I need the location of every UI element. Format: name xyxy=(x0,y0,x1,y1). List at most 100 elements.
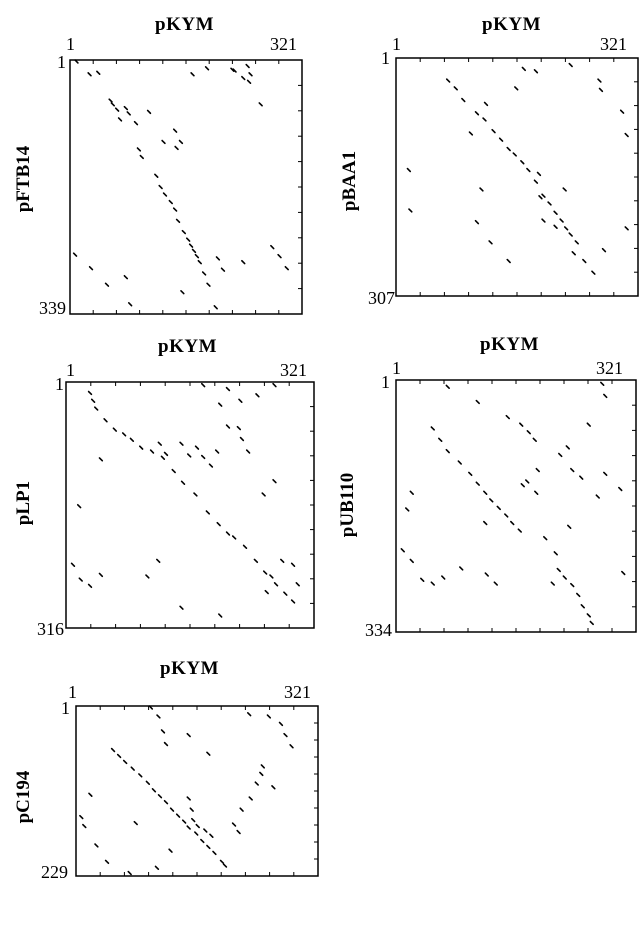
y-axis-end-label: 307 xyxy=(368,288,395,308)
dotplot-match-point xyxy=(283,732,288,738)
dotplot-match-point xyxy=(272,382,277,388)
dotplot-svg xyxy=(395,57,639,297)
dotplot-match-point xyxy=(208,463,214,468)
dotplot-match-point xyxy=(258,102,263,107)
dotplot-match-point xyxy=(277,253,282,259)
dotplot-match-point xyxy=(88,265,94,271)
dotplot-match-point xyxy=(175,218,181,224)
dotplot-match-point xyxy=(200,454,206,460)
y-axis-start-label: 1 xyxy=(381,48,390,68)
dotplot-match-point xyxy=(562,187,567,192)
dotplot-match-point xyxy=(190,72,195,77)
dotplot-match-point xyxy=(618,486,623,492)
dotplot-match-point xyxy=(212,850,217,856)
dotplot-match-point xyxy=(526,167,531,173)
dotplot-match-point xyxy=(72,252,78,257)
y-axis-start-label: 1 xyxy=(57,52,66,72)
x-axis-start-label: 1 xyxy=(392,34,401,54)
dotplot-match-point xyxy=(138,773,143,778)
dotplot-match-point xyxy=(168,848,173,853)
dotplot-match-point xyxy=(570,467,575,473)
dotplot-panel-pkym-vs-plp1: pKYM 1 321 1 316 pLP1 xyxy=(0,322,320,639)
dotplot-match-point xyxy=(255,393,260,398)
plot-title: pKYM xyxy=(480,334,539,355)
dotplot-match-point xyxy=(103,418,108,423)
dotplot-match-point xyxy=(90,398,96,403)
dotplot-match-point xyxy=(283,591,288,596)
dotplot-match-point xyxy=(496,505,501,511)
dotplot-match-point xyxy=(261,492,266,497)
dotplot-match-point xyxy=(151,788,157,793)
dotplot-match-point xyxy=(525,479,530,484)
plot-title: pKYM xyxy=(160,658,219,679)
dotplot-match-point xyxy=(475,399,480,405)
dotplot-match-point xyxy=(74,59,79,64)
dotplot-match-point xyxy=(420,577,425,582)
dotplot-match-point xyxy=(180,480,186,485)
dotplot-match-point xyxy=(597,78,602,83)
dotplot-match-point xyxy=(541,218,546,223)
dotplot-match-point xyxy=(474,219,480,225)
dotplot-match-point xyxy=(163,799,169,805)
dotplot-match-point xyxy=(521,66,527,72)
dotplot-match-point xyxy=(114,107,120,112)
dotplot-panel-pkym-vs-pub110: pKYM 1 321 1 334 pUB110 xyxy=(320,322,640,640)
plot-title: pKYM xyxy=(158,336,217,357)
dotplot-match-point xyxy=(400,548,405,553)
dotplot-match-point xyxy=(559,218,564,223)
dotplot-match-point xyxy=(571,251,576,256)
dotplot-match-point xyxy=(189,807,194,812)
dotplot-match-point xyxy=(174,145,179,151)
dotplot-match-point xyxy=(232,68,237,73)
x-axis-start-label: 1 xyxy=(66,360,75,380)
plot-title: pKYM xyxy=(155,14,214,35)
dotplot-match-point xyxy=(445,448,450,454)
dotplot-match-point xyxy=(185,237,191,242)
dotplot-match-point xyxy=(535,467,540,473)
dotplot-match-point xyxy=(205,510,211,515)
dotplot-match-point xyxy=(175,813,181,818)
dotplot-match-point xyxy=(553,224,558,229)
dotplot-match-point xyxy=(129,437,135,442)
dotplot-match-point xyxy=(87,72,92,77)
dotplot-match-point xyxy=(236,425,242,431)
dotplot-match-point xyxy=(139,154,144,160)
dotplot-match-point xyxy=(219,859,225,865)
dotplot-match-point xyxy=(70,562,76,567)
dotplot-match-point xyxy=(194,445,200,450)
dotplot-match-point xyxy=(160,729,166,734)
dotplot-match-point xyxy=(87,583,93,589)
dotplot-match-point xyxy=(171,468,176,474)
dotplot-match-point xyxy=(149,449,155,454)
dotplot-match-point xyxy=(121,432,127,437)
dotplot-match-point xyxy=(161,139,166,145)
dotplot-match-point xyxy=(186,732,191,738)
dotplot-match-point xyxy=(264,589,269,595)
dotplot-panel-pkym-vs-pftb14: pKYM 1 321 1 339 pFTB14 xyxy=(0,0,320,318)
plot-frame xyxy=(75,705,319,877)
dotplot-match-point xyxy=(225,531,231,536)
dotplot-match-point xyxy=(197,259,202,265)
dotplot-match-point xyxy=(538,195,543,200)
dotplot-match-point xyxy=(168,199,173,205)
x-axis-end-label: 321 xyxy=(596,358,623,378)
dotplot-match-point xyxy=(453,86,458,91)
dotplot-match-point xyxy=(284,265,289,271)
dotplot-match-point xyxy=(624,132,629,138)
dotplot-match-point xyxy=(512,152,517,157)
dotplot-match-point xyxy=(505,414,510,420)
dotplot-match-point xyxy=(567,524,572,530)
dotplot-match-point xyxy=(222,863,228,868)
dotplot-match-point xyxy=(218,613,223,618)
dotplot-match-point xyxy=(169,807,175,812)
x-axis-start-label: 1 xyxy=(68,682,77,702)
dotplot-match-point xyxy=(586,422,591,427)
dotplot-match-point xyxy=(127,302,133,307)
dotplot-match-point xyxy=(589,620,594,626)
dotplot-match-point xyxy=(479,187,484,192)
dotplot-match-point xyxy=(194,831,199,836)
dotplot-match-point xyxy=(154,173,159,178)
dotplot-match-point xyxy=(603,471,608,477)
dotplot-match-point xyxy=(220,267,226,272)
dotplot-match-point xyxy=(104,859,110,865)
